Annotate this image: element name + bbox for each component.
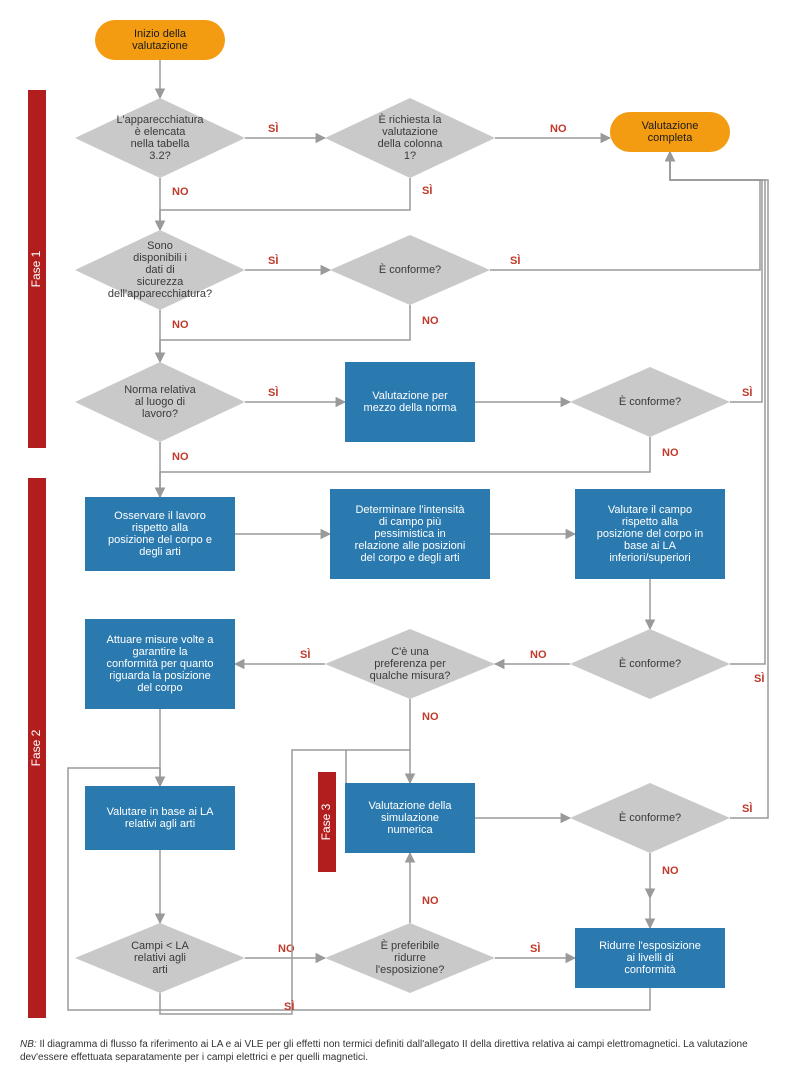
edge-label: NO: [422, 315, 439, 327]
node-d5: Norma relativaal luogo dilavoro?: [75, 362, 245, 442]
node-start: Inizio dellavalutazione: [95, 20, 225, 60]
node-p5: Attuare misure volte agarantire laconfor…: [85, 619, 235, 709]
node-label: È conforme?: [379, 263, 441, 276]
node-d6: È conforme?: [570, 367, 730, 437]
edge-label: SÌ: [268, 254, 278, 267]
edge-label: SÌ: [300, 648, 310, 661]
edge: [160, 437, 650, 497]
node-d2: È richiesta lavalutazionedella colonna1?: [325, 98, 495, 178]
node-p8: Ridurre l'esposizioneai livelli diconfor…: [575, 928, 725, 988]
nodes: Inizio dellavalutazione L'apparecchiatura…: [75, 20, 730, 993]
node-d4: È conforme?: [330, 235, 490, 305]
footnote-prefix: NB:: [20, 1039, 37, 1050]
node-d8: È conforme?: [570, 629, 730, 699]
edge: [160, 178, 410, 230]
node-d11: È preferibileridurrel'esposizione?: [325, 923, 495, 993]
node-p7: Valutazione dellasimulazionenumerica: [345, 783, 475, 853]
node-label: Valutazione permezzo della norma: [364, 390, 458, 414]
edge: [670, 152, 762, 402]
node-end: Valutazionecompleta: [610, 112, 730, 152]
edge-label: NO: [550, 123, 567, 135]
node-label: È conforme?: [619, 395, 681, 408]
edge-label: SÌ: [754, 672, 764, 685]
edge-label: SÌ: [510, 254, 520, 267]
edge-label: NO: [530, 649, 547, 661]
node-p6: Valutare in base ai LArelativi agli arti: [85, 786, 235, 850]
edge-label: NO: [662, 447, 679, 459]
node-p3: Determinare l'intensitàdi campo piùpessi…: [330, 489, 490, 579]
node-d1: L'apparecchiaturaè elencatanella tabella…: [75, 98, 245, 178]
edge-label: SÌ: [530, 942, 540, 955]
edge-label: SÌ: [268, 122, 278, 135]
phase-label: Fase 1: [29, 250, 43, 287]
node-label: È conforme?: [619, 811, 681, 824]
edge-label: SÌ: [742, 386, 752, 399]
phase-label: Fase 3: [319, 803, 333, 840]
footnote-text: Il diagramma di flusso fa riferimento ai…: [20, 1039, 748, 1063]
footnote: NB: Il diagramma di flusso fa riferiment…: [20, 1038, 780, 1064]
node-d10: Campi < LArelativi agliarti: [75, 923, 245, 993]
edge-label: SÌ: [284, 1000, 294, 1013]
node-p2: Osservare il lavororispetto allaposizion…: [85, 497, 235, 571]
node-label: Valutare il camporispetto allaposizione …: [597, 504, 703, 564]
node-d7: C'è unapreferenza perqualche misura?: [325, 629, 495, 699]
phase-label: Fase 2: [29, 729, 43, 766]
node-label: È conforme?: [619, 657, 681, 670]
flowchart: Fase 1 Fase 2 Fase 3 SÌ NO NO SÌ SÌ SÌ NO NO SÌ SÌ NO…: [10, 10, 786, 1030]
edge-label: SÌ: [742, 802, 752, 815]
edge-label: NO: [172, 319, 189, 331]
edge-label: NO: [422, 895, 439, 907]
edge-label: NO: [662, 865, 679, 877]
node-p1: Valutazione permezzo della norma: [345, 362, 475, 442]
edge-label: SÌ: [422, 184, 432, 197]
edge-label: SÌ: [268, 386, 278, 399]
node-p4: Valutare il camporispetto allaposizione …: [575, 489, 725, 579]
edge-label: NO: [172, 451, 189, 463]
node-label: Inizio dellavalutazione: [132, 28, 188, 52]
node-d3: Sonodisponibili idati disicurezzadell'ap…: [75, 230, 245, 310]
edge: [490, 152, 760, 270]
node-d9: È conforme?: [570, 783, 730, 853]
edge: [160, 305, 410, 362]
edge-label: NO: [422, 711, 439, 723]
edge-label: NO: [172, 186, 189, 198]
node-label: Valutazionecompleta: [642, 120, 699, 144]
edge: [670, 152, 768, 818]
